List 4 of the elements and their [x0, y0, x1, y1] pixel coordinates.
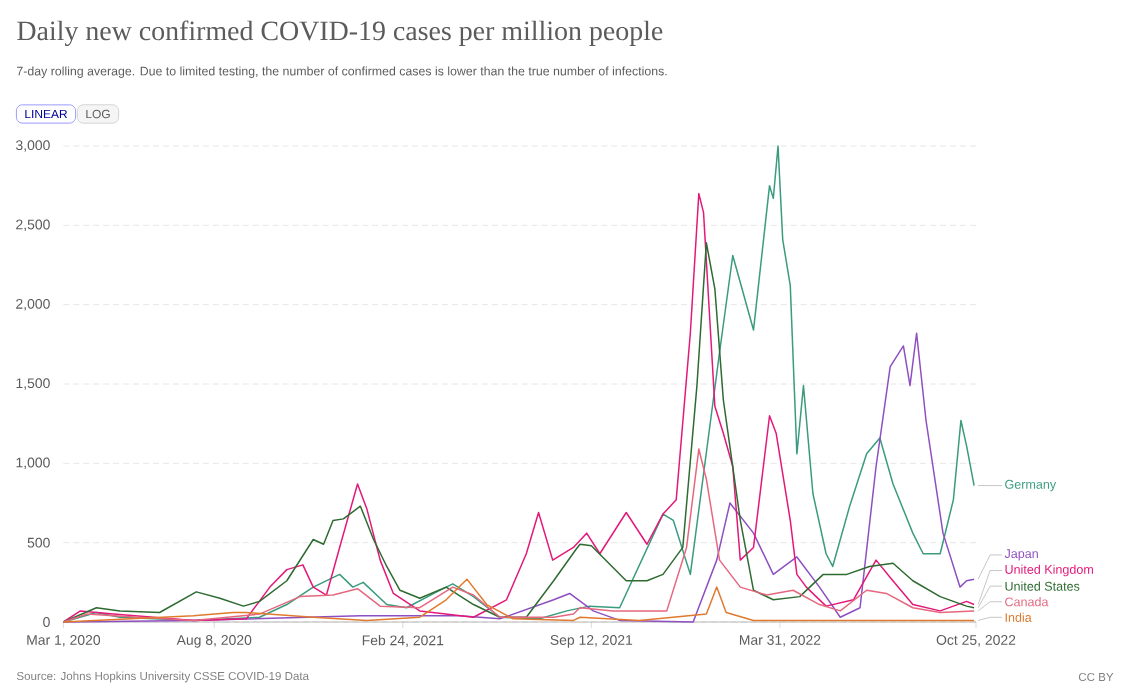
line-series — [62, 332, 975, 623]
chart-title: Daily new confirmed COVID-19 cases per million people — [17, 20, 663, 47]
line-series — [62, 578, 975, 623]
line-series — [62, 448, 975, 623]
